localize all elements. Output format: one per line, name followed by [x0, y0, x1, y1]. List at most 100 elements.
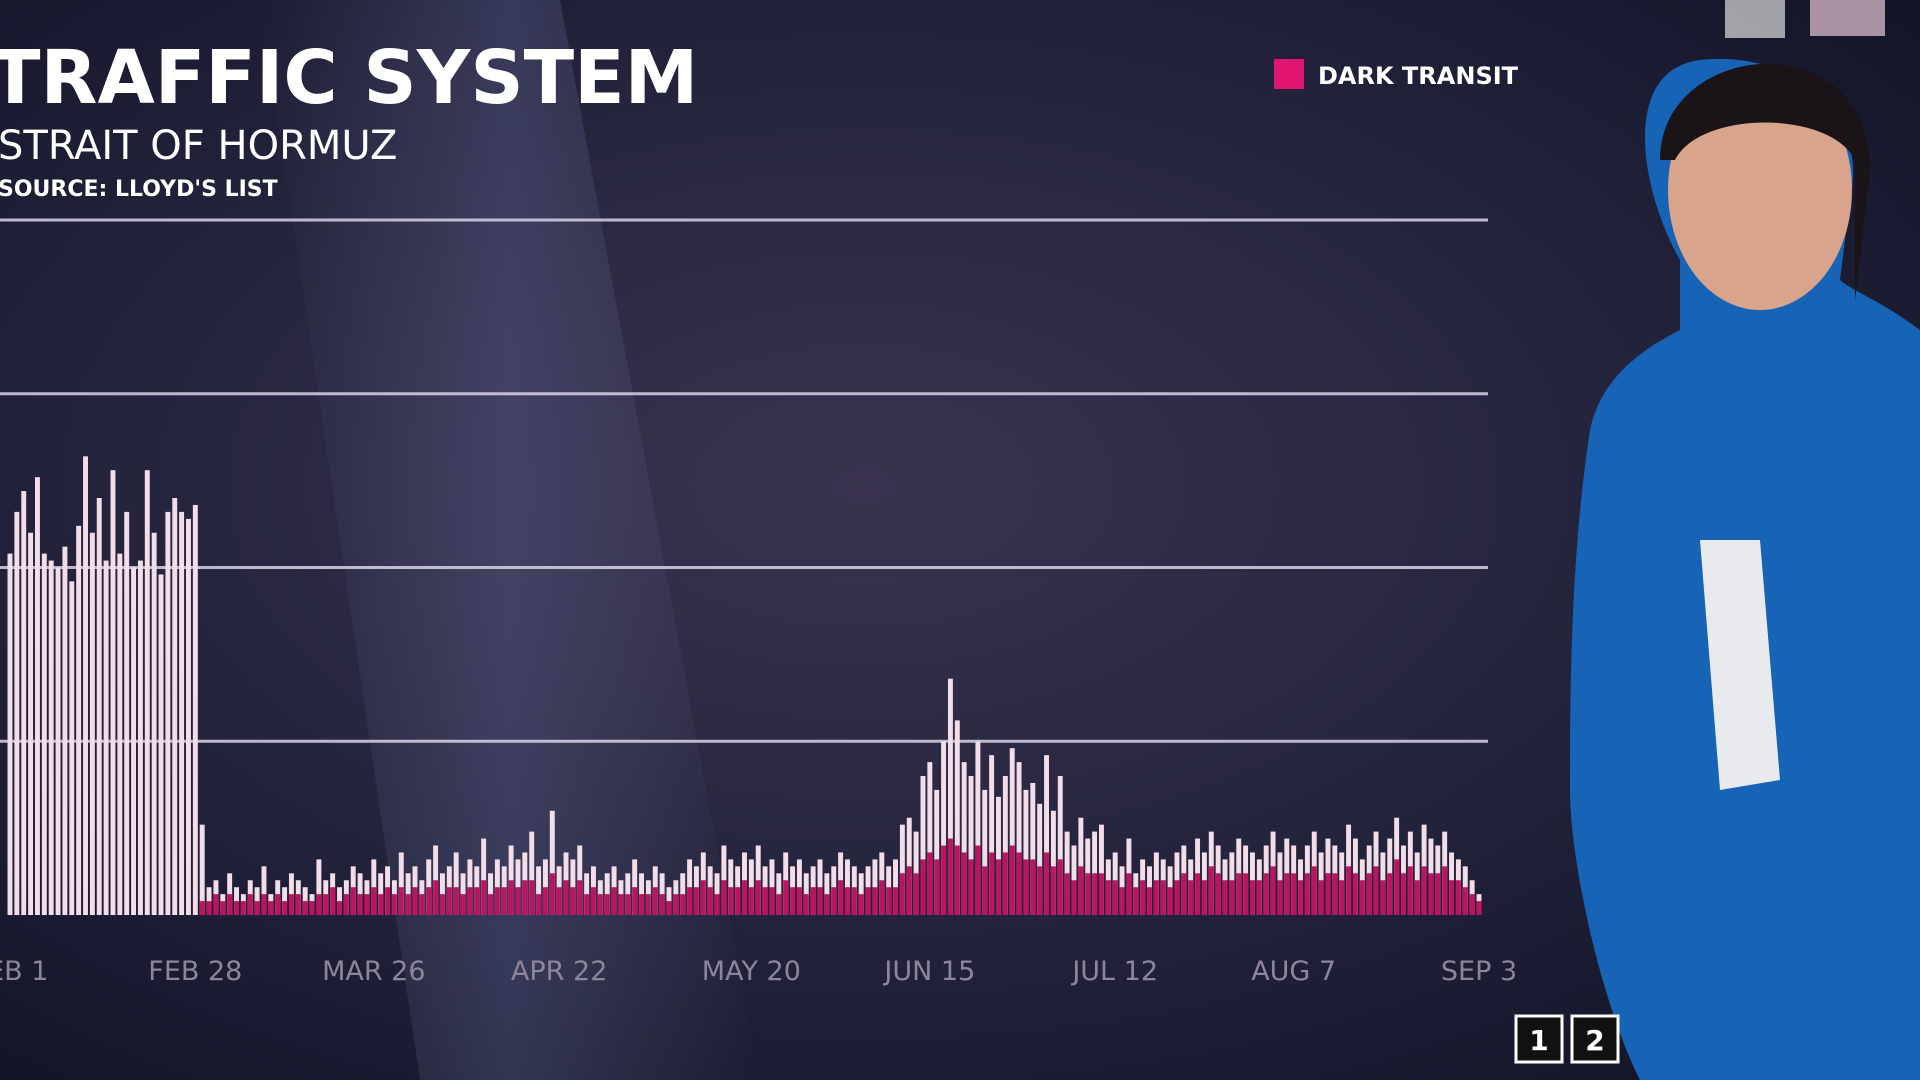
bar [1270, 866, 1276, 915]
bar [941, 845, 947, 915]
bar [563, 880, 569, 915]
bar [515, 887, 521, 915]
bar [1428, 873, 1434, 915]
bar [1140, 880, 1146, 915]
bar [1023, 789, 1029, 915]
bar [906, 866, 912, 915]
bar [137, 560, 143, 915]
bar [522, 880, 528, 915]
bar [1174, 880, 1180, 915]
bar [385, 887, 391, 915]
bar [591, 887, 596, 915]
bar [21, 491, 27, 915]
bar [96, 498, 102, 915]
bar [927, 852, 933, 915]
bar [1359, 880, 1365, 915]
bar [693, 887, 699, 915]
bar [1346, 866, 1352, 915]
bar [117, 553, 123, 915]
bar [1304, 873, 1310, 915]
bar [240, 901, 246, 915]
bar [1002, 852, 1008, 915]
bar [735, 887, 741, 915]
bar [899, 873, 905, 915]
bar [55, 567, 61, 915]
bar [851, 887, 857, 915]
bar [1160, 880, 1166, 915]
bar [941, 741, 947, 915]
bar [1037, 866, 1043, 915]
bar [1085, 873, 1091, 915]
bar [659, 894, 665, 915]
bar [975, 845, 981, 915]
page-button-label[interactable]: 1 [1529, 1024, 1548, 1057]
bar [549, 873, 555, 915]
bar [1078, 866, 1084, 915]
bar [1064, 873, 1070, 915]
bar [481, 880, 487, 915]
bar [975, 741, 981, 915]
bar [680, 894, 686, 915]
bar [858, 894, 864, 915]
x-tick-label: MAR 26 [322, 956, 425, 987]
bar [570, 887, 576, 915]
bar [1442, 866, 1448, 915]
bar [1236, 873, 1242, 915]
bar [426, 887, 432, 915]
bar [1050, 866, 1056, 915]
bar [467, 887, 473, 915]
bar [1449, 880, 1455, 915]
bar [1195, 873, 1201, 915]
bar [625, 894, 631, 915]
bar [549, 810, 555, 915]
bar [453, 887, 459, 915]
bar [337, 901, 342, 915]
bar [282, 901, 288, 915]
bar [542, 887, 548, 915]
bar [1380, 880, 1386, 915]
bar [831, 887, 837, 915]
bar [433, 880, 439, 915]
bar [1250, 880, 1255, 915]
bar [796, 887, 802, 915]
bar [1476, 901, 1482, 915]
bar [742, 880, 747, 915]
bar [481, 838, 487, 915]
bar [1373, 866, 1379, 915]
bar [234, 901, 239, 915]
bar [227, 894, 233, 915]
bar [316, 894, 322, 915]
bar [618, 894, 624, 915]
bar [1016, 852, 1022, 915]
bar [1181, 873, 1187, 915]
bar [1215, 873, 1221, 915]
bar [439, 894, 445, 915]
page-button-label[interactable]: 2 [1585, 1024, 1604, 1057]
legend-swatch [1274, 59, 1304, 89]
chart-title: TRAFFIC SYSTEM [0, 35, 698, 121]
bar [419, 894, 425, 915]
bar [1112, 880, 1118, 915]
bar [584, 894, 590, 915]
page-button[interactable] [1570, 1014, 1620, 1064]
bar [1263, 873, 1269, 915]
bar [83, 456, 88, 915]
bar [1366, 873, 1372, 915]
bar [1298, 880, 1303, 915]
bar [1071, 880, 1077, 915]
page-button[interactable] [1514, 1014, 1564, 1064]
bar [913, 873, 919, 915]
bar [453, 852, 459, 915]
bar [961, 762, 967, 915]
bar [645, 894, 651, 915]
bar [364, 894, 370, 915]
bar [529, 880, 535, 915]
bar [673, 894, 679, 915]
bar [954, 720, 960, 915]
bar [838, 880, 844, 915]
bar [748, 887, 754, 915]
bar [1201, 880, 1207, 915]
bar [7, 553, 13, 915]
chart-subtitle: STRAIT OF HORMUZ [0, 123, 397, 169]
bar [1208, 866, 1214, 915]
